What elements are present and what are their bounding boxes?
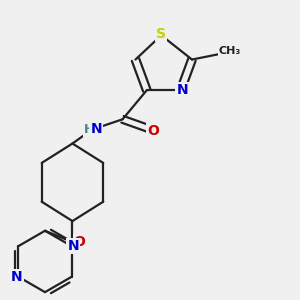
Text: CH₃: CH₃ [219,46,241,56]
Text: N: N [11,270,22,284]
Text: H: H [84,123,94,136]
Text: O: O [74,235,86,249]
Text: N: N [176,83,188,97]
Text: O: O [147,124,159,138]
Text: N: N [91,122,102,136]
Text: S: S [156,27,166,41]
Text: N: N [68,239,79,253]
